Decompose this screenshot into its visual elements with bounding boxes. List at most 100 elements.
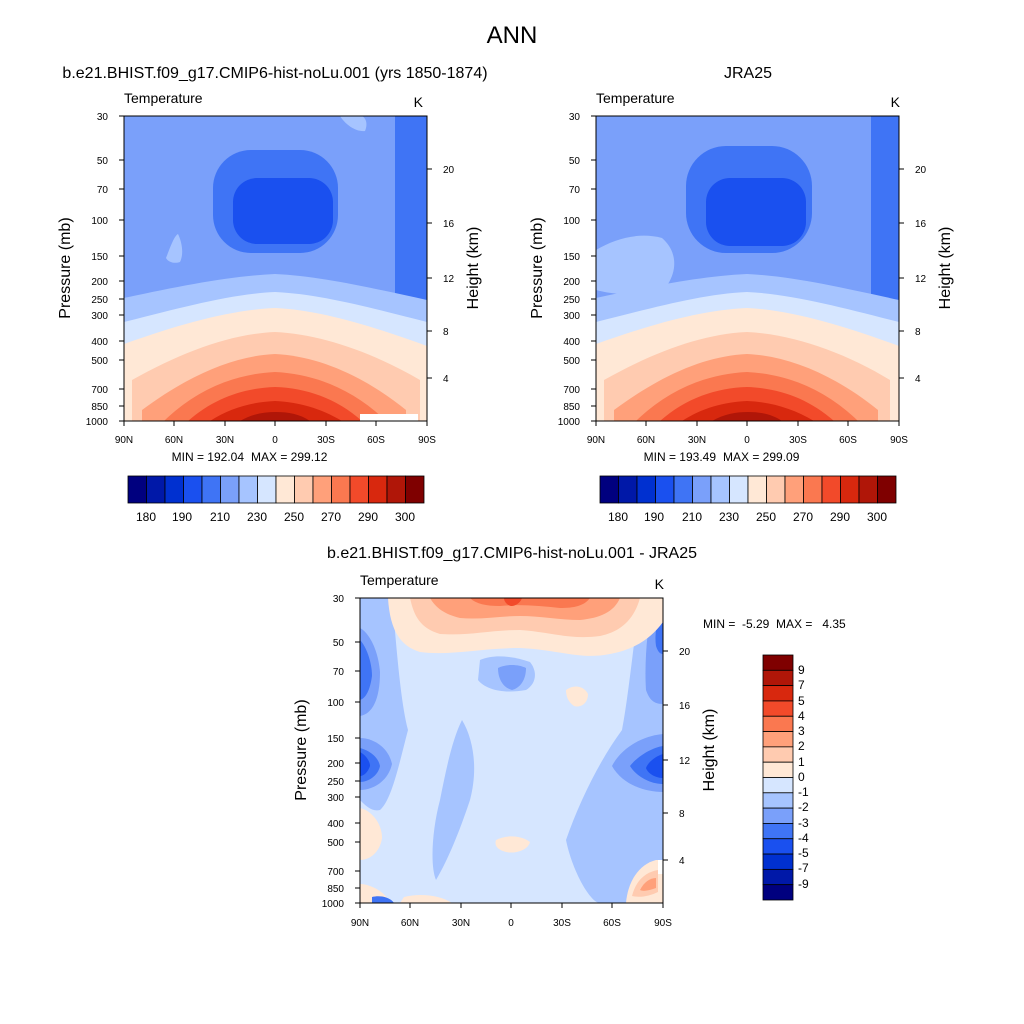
y-tick-label: 20 bbox=[443, 165, 455, 176]
y-tick-label: 250 bbox=[327, 777, 344, 788]
colorbar-label: 9 bbox=[798, 663, 805, 677]
y-tick-label: 16 bbox=[915, 219, 927, 230]
colorbar-cell bbox=[762, 761, 794, 778]
contour-band bbox=[240, 412, 310, 421]
contour-band bbox=[400, 895, 452, 903]
colorbar-cell bbox=[368, 475, 388, 504]
colorbar-cell bbox=[599, 475, 619, 504]
y-axis-left: 30 50 70 100 150 200 250 300 400 500 700… bbox=[86, 112, 124, 428]
y-axis-label: Pressure (mb) bbox=[57, 217, 74, 318]
colorbar-cell bbox=[673, 475, 693, 504]
colorbar-label: -5 bbox=[798, 846, 809, 860]
colorbar-cell bbox=[127, 475, 147, 504]
y-axis-label-right: Height (km) bbox=[937, 227, 954, 310]
colorbar-cell bbox=[220, 475, 240, 504]
colorbar-label: 230 bbox=[719, 510, 739, 524]
contour-field bbox=[360, 598, 663, 903]
colorbar-label: 190 bbox=[644, 510, 664, 524]
y-tick-label: 70 bbox=[97, 185, 109, 196]
colorbar-cell bbox=[294, 475, 314, 504]
units-label: K bbox=[414, 94, 424, 110]
y-tick-label: 300 bbox=[563, 311, 580, 322]
y-ticks-right bbox=[427, 168, 432, 379]
y-tick-label: 700 bbox=[327, 867, 344, 878]
colorbar-cell bbox=[655, 475, 675, 504]
y-tick-label: 100 bbox=[563, 216, 580, 227]
x-tick-label: 0 bbox=[744, 435, 750, 446]
y-tick-label: 200 bbox=[563, 277, 580, 288]
contour-band bbox=[495, 836, 530, 853]
colorbar-label: 300 bbox=[867, 510, 887, 524]
y-tick-label: 400 bbox=[563, 337, 580, 348]
colorbar-cell bbox=[762, 838, 794, 855]
colorbar-cell bbox=[762, 868, 794, 886]
panel-obs: JRA25 Temperature K 30 50 70 100 150 2 bbox=[529, 65, 954, 524]
x-tick-label: 0 bbox=[508, 918, 514, 929]
y-tick-label: 100 bbox=[91, 216, 108, 227]
colorbar-cell bbox=[164, 475, 184, 504]
contour-band bbox=[566, 686, 588, 707]
y-tick-label: 8 bbox=[679, 809, 685, 820]
y-tick-label: 50 bbox=[97, 156, 109, 167]
panel-model: b.e21.BHIST.f09_g17.CMIP6-hist-noLu.001 … bbox=[57, 65, 488, 524]
contour-band bbox=[470, 598, 590, 608]
min-label: MIN = 192.04 bbox=[172, 450, 245, 464]
panel-title: b.e21.BHIST.f09_g17.CMIP6-hist-noLu.001 … bbox=[327, 545, 697, 562]
panel-title: JRA25 bbox=[724, 65, 772, 82]
colorbar-cell bbox=[747, 475, 767, 504]
x-tick-label: 90N bbox=[587, 435, 605, 446]
contour-band bbox=[360, 640, 372, 700]
colorbar-cell bbox=[762, 777, 794, 794]
colorbar-label: 270 bbox=[793, 510, 813, 524]
colorbar-label: 5 bbox=[798, 694, 805, 708]
y-tick-label: 30 bbox=[333, 594, 345, 605]
colorbar-label: 210 bbox=[682, 510, 702, 524]
y-tick-label: 16 bbox=[443, 219, 455, 230]
y-tick-label: 50 bbox=[569, 156, 581, 167]
y-tick-label: 400 bbox=[327, 819, 344, 830]
y-tick-label: 12 bbox=[915, 274, 927, 285]
y-tick-label: 700 bbox=[91, 385, 108, 396]
colorbar-cell bbox=[803, 475, 823, 504]
y-tick-label: 300 bbox=[91, 311, 108, 322]
y-tick-label: 400 bbox=[91, 337, 108, 348]
x-tick-label: 90S bbox=[654, 918, 672, 929]
y-ticks bbox=[355, 597, 360, 904]
colorbar-cell bbox=[238, 475, 258, 504]
colorbar-cell bbox=[762, 700, 794, 717]
x-tick-label: 30N bbox=[452, 918, 470, 929]
x-axis: 90N 60N 30N 0 30S 60S 90S bbox=[587, 421, 908, 446]
y-tick-label: 850 bbox=[91, 402, 108, 413]
colorbar-label: 250 bbox=[756, 510, 776, 524]
colorbar-cell bbox=[821, 475, 841, 504]
y-tick-label: 700 bbox=[563, 385, 580, 396]
contour-band bbox=[432, 720, 475, 880]
y-tick-label: 150 bbox=[327, 734, 344, 745]
x-axis: 90N 60N 30N 0 30S 60S 90S bbox=[351, 903, 672, 929]
colorbar-cell bbox=[729, 475, 749, 504]
contour-band bbox=[640, 878, 656, 891]
colorbar-cell bbox=[858, 475, 878, 504]
contour-band bbox=[682, 401, 814, 421]
y-axis-left: 30 50 70 100 150 200 250 300 400 500 700… bbox=[322, 594, 360, 910]
missing-region bbox=[360, 414, 418, 421]
x-tick-label: 30N bbox=[216, 435, 234, 446]
y-tick-label: 50 bbox=[333, 638, 345, 649]
figure-title: ANN bbox=[487, 22, 538, 49]
y-tick-label: 4 bbox=[915, 374, 921, 385]
colorbar-cell bbox=[257, 475, 277, 504]
x-ticks bbox=[359, 903, 664, 908]
y-tick-label: 500 bbox=[327, 838, 344, 849]
y-tick-label: 12 bbox=[679, 756, 691, 767]
y-tick-label: 200 bbox=[91, 277, 108, 288]
y-tick-label: 850 bbox=[327, 884, 344, 895]
x-ticks bbox=[123, 421, 428, 426]
colorbar-cell bbox=[762, 715, 794, 732]
y-tick-label: 1000 bbox=[86, 417, 109, 428]
colorbar-cell bbox=[762, 853, 794, 870]
y-tick-label: 300 bbox=[327, 793, 344, 804]
contour-field bbox=[124, 116, 427, 421]
y-tick-label: 12 bbox=[443, 274, 455, 285]
colorbar-label: -3 bbox=[798, 816, 809, 830]
colorbar-cell bbox=[784, 475, 804, 504]
